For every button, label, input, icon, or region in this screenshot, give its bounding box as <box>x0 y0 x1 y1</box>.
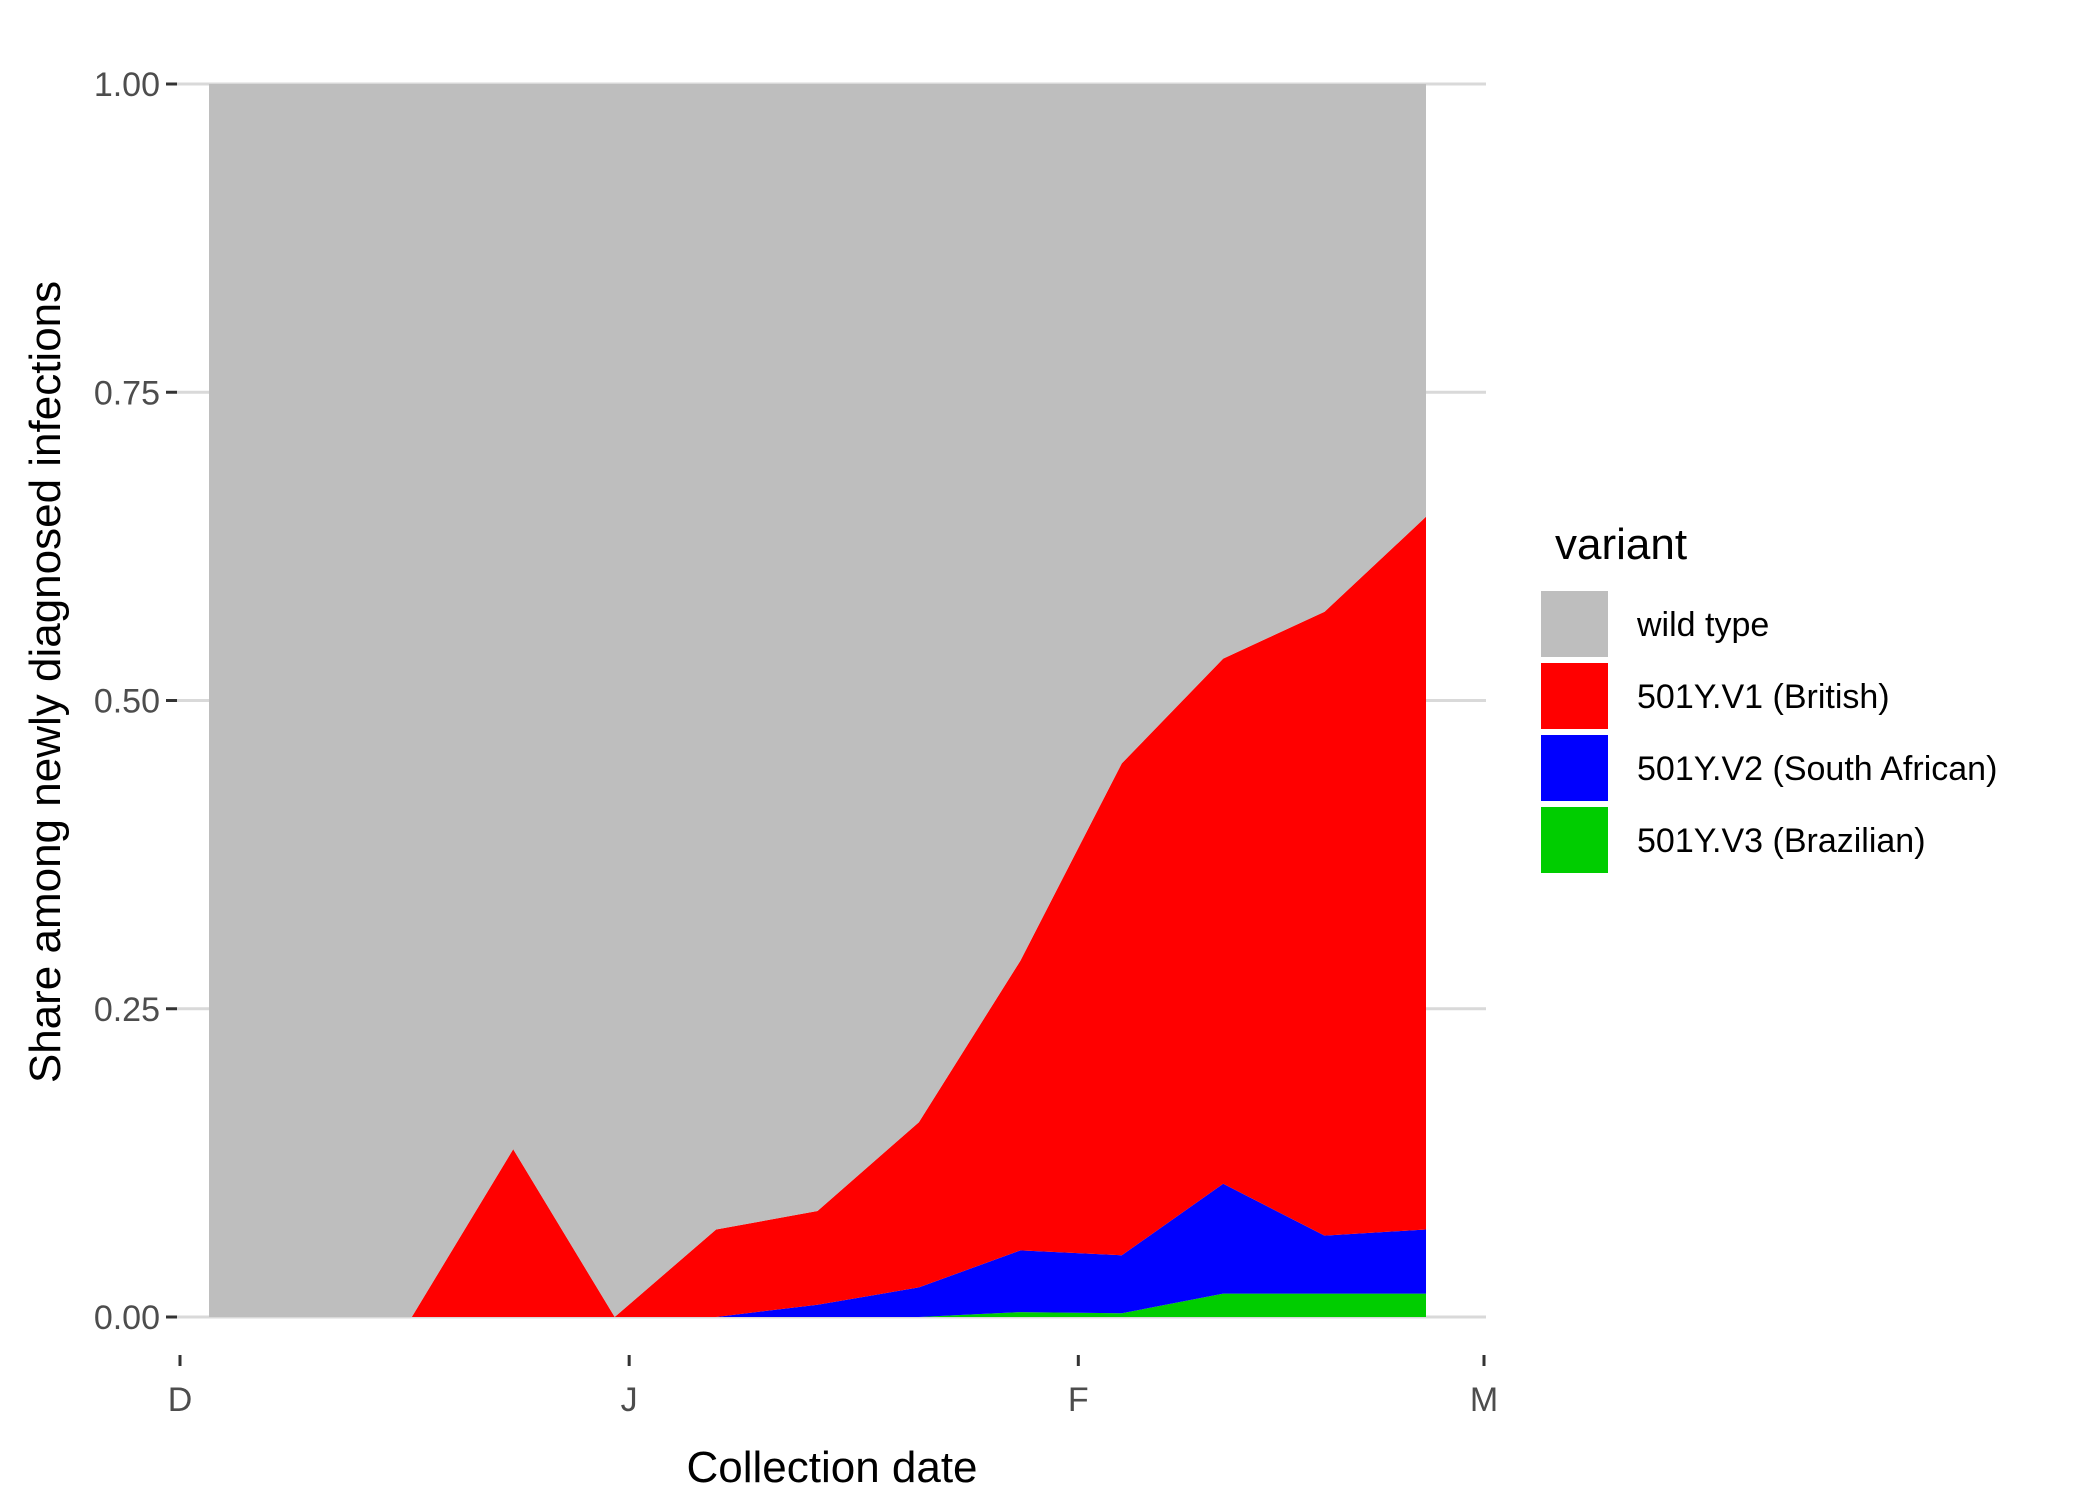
x-tick-label: F <box>1068 1381 1089 1419</box>
legend-label: 501Y.V2 (South African) <box>1637 750 1997 788</box>
legend-key <box>1541 591 1608 657</box>
y-tick-label: 1.00 <box>94 66 160 104</box>
area-501y-v1-british <box>209 516 1426 1317</box>
legend-label: 501Y.V3 (Brazilian) <box>1637 822 1926 860</box>
y-tick-label: 0.75 <box>94 374 160 412</box>
legend-label: 501Y.V1 (British) <box>1637 678 1890 716</box>
legend-key <box>1541 735 1608 801</box>
legend-label: wild type <box>1636 606 1769 644</box>
legend-key <box>1541 663 1608 729</box>
area-wild-type <box>209 84 1426 1317</box>
legend-title: variant <box>1555 520 1687 569</box>
legend-key <box>1541 807 1608 873</box>
y-tick-label: 0.25 <box>94 991 160 1029</box>
area-501y-v2-south-african <box>209 1183 1426 1317</box>
x-tick-label: J <box>621 1381 638 1419</box>
y-tick-label: 0.00 <box>94 1299 160 1337</box>
y-tick-label: 0.50 <box>94 683 160 721</box>
y-axis-title: Share among newly diagnosed infections <box>21 281 70 1083</box>
x-tick-label: D <box>168 1381 193 1419</box>
area-501y-v3-brazilian <box>209 1293 1426 1317</box>
x-axis-title: Collection date <box>686 1443 977 1492</box>
y-axis: 0.00 0.25 0.50 0.75 1.00 <box>94 66 177 1337</box>
plot-areas <box>209 84 1426 1317</box>
x-tick-label: M <box>1470 1381 1498 1419</box>
legend: variant wild type 501Y.V1 (British) 501Y.V… <box>1541 520 1997 873</box>
